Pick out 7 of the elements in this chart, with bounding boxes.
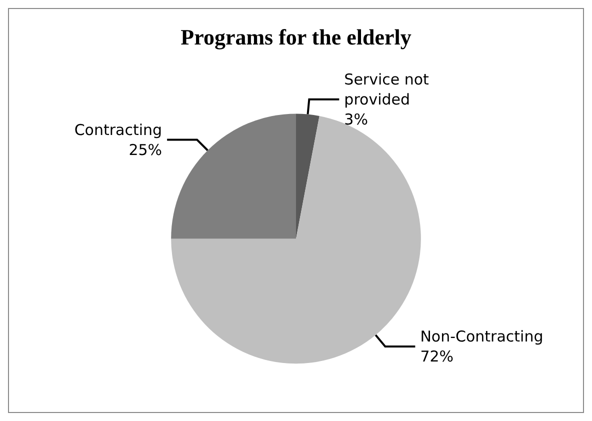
chart-title: Programs for the elderly — [180, 24, 412, 50]
slice-label: Contracting — [74, 120, 162, 139]
data-label: 72% — [420, 348, 454, 366]
data-label: 25% — [128, 140, 162, 159]
slice-label: Non-Contracting — [420, 328, 544, 346]
slice-label: Service not provided — [344, 70, 434, 108]
data-label: 3% — [344, 110, 368, 128]
